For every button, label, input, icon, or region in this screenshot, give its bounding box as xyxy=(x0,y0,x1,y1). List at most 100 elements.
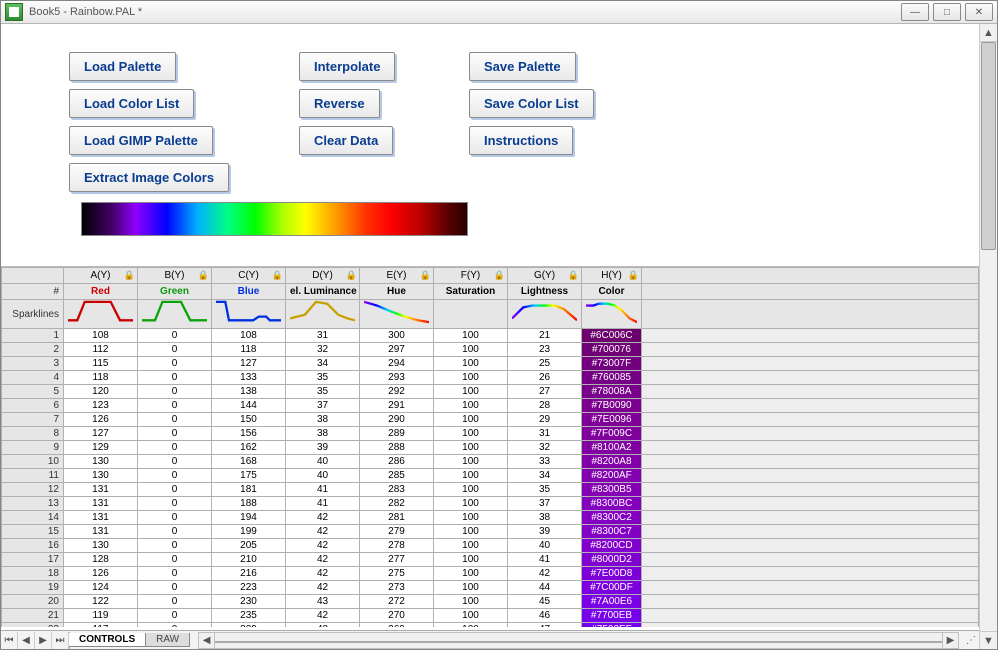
cell-blue[interactable]: 108 xyxy=(212,329,286,343)
cell-red[interactable]: 118 xyxy=(64,371,138,385)
cell-blue[interactable]: 188 xyxy=(212,497,286,511)
cell-red[interactable]: 131 xyxy=(64,511,138,525)
tab-prev-icon[interactable]: ◀ xyxy=(18,632,35,649)
cell-red[interactable]: 117 xyxy=(64,623,138,628)
cell-green[interactable]: 0 xyxy=(138,413,212,427)
cell-lightness[interactable]: 44 xyxy=(508,581,582,595)
cell-red[interactable]: 128 xyxy=(64,553,138,567)
cell-saturation[interactable]: 100 xyxy=(434,497,508,511)
cell-hue[interactable]: 272 xyxy=(360,595,434,609)
cell-blue[interactable]: 216 xyxy=(212,567,286,581)
table-row[interactable]: 1413101944228110038#8300C2 xyxy=(2,511,979,525)
interpolate-button[interactable]: Interpolate xyxy=(299,52,395,81)
cell-color-swatch[interactable]: #7A00E6 xyxy=(582,595,642,609)
cell-lightness[interactable]: 25 xyxy=(508,357,582,371)
row-number[interactable]: 8 xyxy=(2,427,64,441)
column-header[interactable]: B(Y)🔒 xyxy=(138,268,212,284)
row-number[interactable]: 5 xyxy=(2,385,64,399)
row-number[interactable]: 12 xyxy=(2,483,64,497)
tab-next-icon[interactable]: ▶ xyxy=(35,632,52,649)
save-palette-button[interactable]: Save Palette xyxy=(469,52,576,81)
cell-blue[interactable]: 175 xyxy=(212,469,286,483)
cell-red[interactable]: 130 xyxy=(64,469,138,483)
instructions-button[interactable]: Instructions xyxy=(469,126,573,155)
vertical-scrollbar[interactable]: ▲ ▼ xyxy=(979,24,997,649)
cell-green[interactable]: 0 xyxy=(138,511,212,525)
cell-lightness[interactable]: 29 xyxy=(508,413,582,427)
cell-red[interactable]: 131 xyxy=(64,483,138,497)
cell-color-swatch[interactable]: #7E0096 xyxy=(582,413,642,427)
cell-blue[interactable]: 223 xyxy=(212,581,286,595)
cell-hue[interactable]: 288 xyxy=(360,441,434,455)
cell-green[interactable]: 0 xyxy=(138,497,212,511)
row-number[interactable]: 15 xyxy=(2,525,64,539)
cell-green[interactable]: 0 xyxy=(138,469,212,483)
cell-saturation[interactable]: 100 xyxy=(434,357,508,371)
row-number[interactable]: 17 xyxy=(2,553,64,567)
cell-hue[interactable]: 291 xyxy=(360,399,434,413)
cell-blue[interactable]: 239 xyxy=(212,623,286,628)
table-row[interactable]: 2012202304327210045#7A00E6 xyxy=(2,595,979,609)
row-number[interactable]: 22 xyxy=(2,623,64,628)
cell-saturation[interactable]: 100 xyxy=(434,455,508,469)
cell-red[interactable]: 129 xyxy=(64,441,138,455)
cell-luminance[interactable]: 38 xyxy=(286,427,360,441)
cell-saturation[interactable]: 100 xyxy=(434,371,508,385)
tab-first-icon[interactable]: ⏮ xyxy=(1,632,18,649)
table-row[interactable]: 1013001684028610033#8200A8 xyxy=(2,455,979,469)
cell-saturation[interactable]: 100 xyxy=(434,385,508,399)
cell-blue[interactable]: 194 xyxy=(212,511,286,525)
cell-color-swatch[interactable]: #7B0090 xyxy=(582,399,642,413)
cell-green[interactable]: 0 xyxy=(138,595,212,609)
cell-red[interactable]: 119 xyxy=(64,609,138,623)
cell-hue[interactable]: 292 xyxy=(360,385,434,399)
column-header[interactable]: H(Y)🔒 xyxy=(582,268,642,284)
column-header[interactable]: E(Y)🔒 xyxy=(360,268,434,284)
cell-saturation[interactable]: 100 xyxy=(434,595,508,609)
table-row[interactable]: 2211702394226910047#7500EF xyxy=(2,623,979,628)
cell-color-swatch[interactable]: #8300BC xyxy=(582,497,642,511)
cell-saturation[interactable]: 100 xyxy=(434,343,508,357)
save-color-list-button[interactable]: Save Color List xyxy=(469,89,594,118)
cell-lightness[interactable]: 38 xyxy=(508,511,582,525)
cell-lightness[interactable]: 33 xyxy=(508,455,582,469)
cell-color-swatch[interactable]: #7E00D8 xyxy=(582,567,642,581)
cell-green[interactable]: 0 xyxy=(138,553,212,567)
cell-luminance[interactable]: 39 xyxy=(286,441,360,455)
cell-saturation[interactable]: 100 xyxy=(434,483,508,497)
cell-red[interactable]: 131 xyxy=(64,525,138,539)
load-palette-button[interactable]: Load Palette xyxy=(69,52,176,81)
cell-red[interactable]: 123 xyxy=(64,399,138,413)
cell-hue[interactable]: 282 xyxy=(360,497,434,511)
cell-color-swatch[interactable]: #6C006C xyxy=(582,329,642,343)
cell-red[interactable]: 131 xyxy=(64,497,138,511)
cell-hue[interactable]: 281 xyxy=(360,511,434,525)
cell-green[interactable]: 0 xyxy=(138,539,212,553)
cell-blue[interactable]: 127 xyxy=(212,357,286,371)
row-number[interactable]: 20 xyxy=(2,595,64,609)
cell-red[interactable]: 115 xyxy=(64,357,138,371)
cell-blue[interactable]: 133 xyxy=(212,371,286,385)
cell-lightness[interactable]: 41 xyxy=(508,553,582,567)
cell-color-swatch[interactable]: #8300C2 xyxy=(582,511,642,525)
cell-color-swatch[interactable]: #760085 xyxy=(582,371,642,385)
table-row[interactable]: 110801083130010021#6C006C xyxy=(2,329,979,343)
cell-lightness[interactable]: 32 xyxy=(508,441,582,455)
cell-blue[interactable]: 168 xyxy=(212,455,286,469)
column-label[interactable]: Color xyxy=(582,284,642,300)
cell-red[interactable]: 127 xyxy=(64,427,138,441)
cell-luminance[interactable]: 41 xyxy=(286,497,360,511)
table-row[interactable]: 812701563828910031#7F009C xyxy=(2,427,979,441)
cell-hue[interactable]: 286 xyxy=(360,455,434,469)
vscroll-up-icon[interactable]: ▲ xyxy=(980,24,997,42)
cell-luminance[interactable]: 35 xyxy=(286,371,360,385)
cell-color-swatch[interactable]: #8200A8 xyxy=(582,455,642,469)
cell-blue[interactable]: 199 xyxy=(212,525,286,539)
table-row[interactable]: 311501273429410025#73007F xyxy=(2,357,979,371)
cell-green[interactable]: 0 xyxy=(138,329,212,343)
row-number[interactable]: 3 xyxy=(2,357,64,371)
cell-blue[interactable]: 144 xyxy=(212,399,286,413)
cell-saturation[interactable]: 100 xyxy=(434,329,508,343)
cell-hue[interactable]: 300 xyxy=(360,329,434,343)
cell-hue[interactable]: 279 xyxy=(360,525,434,539)
